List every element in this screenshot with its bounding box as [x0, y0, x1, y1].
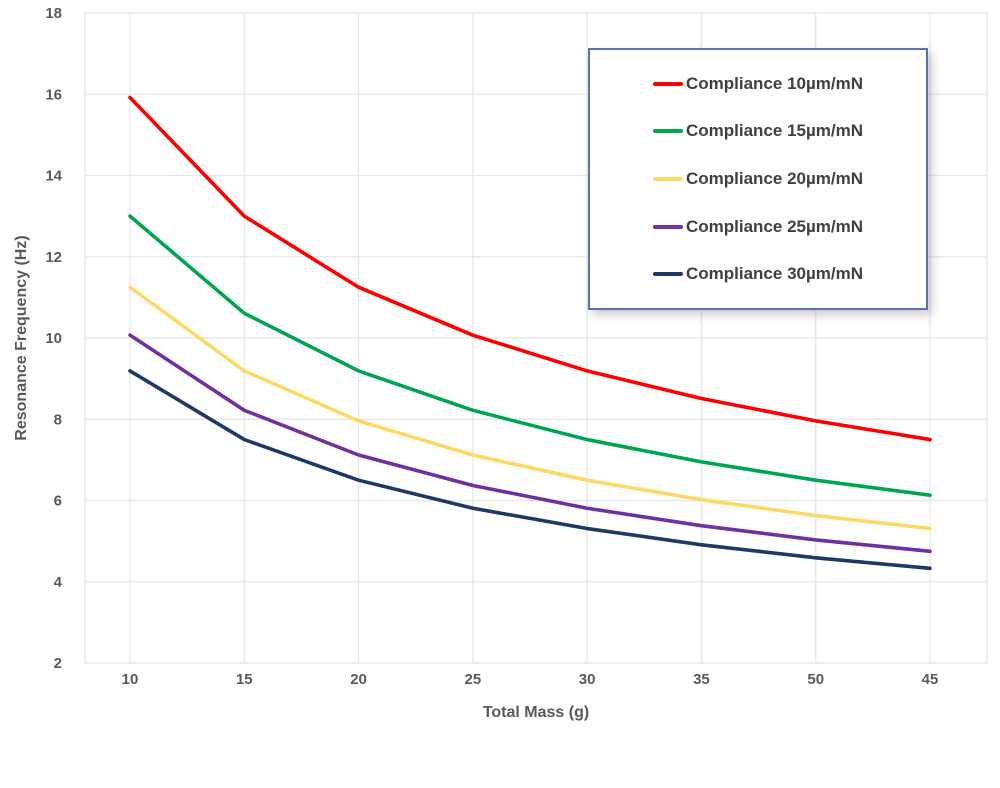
y-tick-label: 18 [45, 5, 62, 22]
y-tick-label: 16 [45, 86, 62, 103]
y-tick-label: 12 [45, 249, 62, 266]
legend-label: Compliance 30µm/mN [685, 264, 863, 284]
x-tick-label: 25 [465, 671, 482, 688]
legend-item: Compliance 15µm/mN [590, 121, 926, 141]
series-line-compliance-10µm/mn [128, 95, 932, 442]
legend-line-swatch [652, 176, 683, 181]
x-tick-label: 50 [807, 671, 824, 688]
y-tick-label: 10 [45, 330, 62, 347]
legend: Compliance 10µm/mN Compliance 15µm/mN Comp… [588, 48, 928, 310]
x-tick-label: 35 [693, 671, 710, 688]
y-tick-label: 8 [54, 411, 62, 428]
series-line-compliance-25µm/mn [128, 333, 932, 554]
legend-item: Compliance 30µm/mN [590, 264, 926, 284]
y-tick-label: 4 [54, 574, 63, 591]
legend-item: Compliance 20µm/mN [590, 169, 926, 189]
legend-item: Compliance 25µm/mN [590, 217, 926, 237]
legend-label: Compliance 20µm/mN [685, 168, 863, 188]
legend-line-swatch [652, 224, 683, 229]
series-line-compliance-15µm/mn [128, 214, 932, 498]
x-axis-title: Total Mass (g) [482, 704, 590, 721]
x-tick-label: 10 [122, 671, 139, 688]
y-tick-label: 2 [54, 655, 62, 672]
legend-label: Compliance 25µm/mN [685, 216, 863, 236]
x-tick-label: 45 [922, 671, 939, 688]
y-axis-title: Resonance Frequency (Hz) [13, 235, 30, 441]
series-line-compliance-20µm/mn [128, 285, 932, 531]
y-tick-label: 6 [54, 493, 62, 510]
legend-label: Compliance 15µm/mN [685, 121, 863, 141]
legend-line-swatch [652, 81, 683, 86]
x-tick-label: 15 [236, 671, 253, 688]
legend-label: Compliance 10µm/mN [685, 73, 863, 93]
x-tick-label: 30 [579, 671, 596, 688]
y-tick-label: 14 [45, 168, 62, 185]
legend-line-swatch [652, 129, 683, 134]
legend-item: Compliance 10µm/mN [590, 74, 926, 94]
x-tick-label: 20 [350, 671, 367, 688]
legend-line-swatch [652, 272, 683, 277]
series-line-compliance-30µm/mn [128, 369, 932, 571]
